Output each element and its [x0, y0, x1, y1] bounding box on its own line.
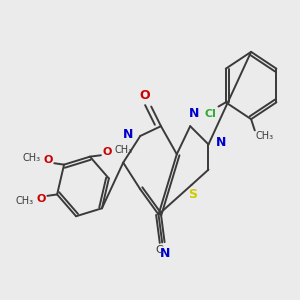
Text: C: C — [156, 244, 164, 254]
Text: O: O — [37, 194, 46, 204]
Text: CH₃: CH₃ — [255, 131, 274, 141]
Text: N: N — [189, 107, 199, 120]
Text: N: N — [215, 136, 226, 149]
Text: S: S — [188, 188, 197, 201]
Text: CH₃: CH₃ — [22, 153, 40, 163]
Text: O: O — [140, 89, 150, 102]
Text: O: O — [44, 155, 53, 165]
Text: CH₃: CH₃ — [15, 196, 33, 206]
Text: Cl: Cl — [204, 109, 216, 118]
Text: CH₃: CH₃ — [115, 145, 133, 154]
Text: N: N — [159, 247, 170, 260]
Text: O: O — [102, 148, 112, 158]
Text: N: N — [123, 128, 133, 141]
